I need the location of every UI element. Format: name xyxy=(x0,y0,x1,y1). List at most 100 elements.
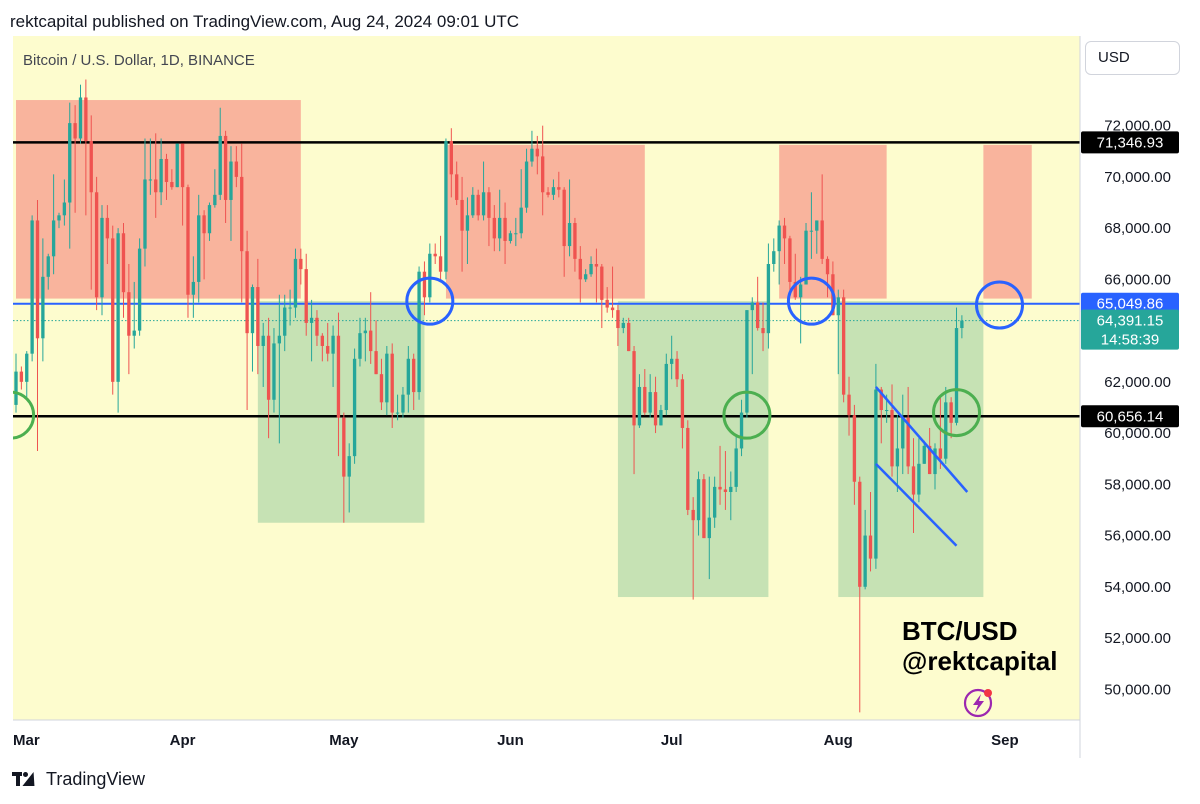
overlay-layer xyxy=(13,276,1025,547)
candle-2024-06-02 xyxy=(514,217,518,247)
candle-body xyxy=(755,302,760,329)
candle-body xyxy=(299,258,303,270)
candle-2024-07-18 xyxy=(761,302,765,352)
chart-area[interactable]: Bitcoin / U.S. Dollar, 1D, BINANCE BTC/U… xyxy=(13,36,1183,758)
annotation-circle-1 xyxy=(13,390,36,440)
price-axis[interactable]: 50,000.00 52,000.00 54,000.00 56,000.00 58,0… xyxy=(1104,118,1171,699)
candle-2024-08-09 xyxy=(879,386,883,444)
candle-body xyxy=(234,161,239,177)
candle-2024-08-23 xyxy=(954,307,959,426)
candle-2024-07-19 xyxy=(766,243,771,349)
candle-2024-03-01 xyxy=(14,353,18,413)
candle-body xyxy=(686,427,690,510)
candle-2024-04-22 xyxy=(293,248,298,318)
candle-body xyxy=(186,187,190,295)
candle-2024-04-28 xyxy=(326,322,330,362)
candle-body xyxy=(223,135,228,200)
candle-2024-07-17 xyxy=(755,276,760,331)
candle-2024-06-09 xyxy=(551,179,556,200)
candle-body xyxy=(675,358,679,380)
candle-2024-05-09 xyxy=(385,345,389,416)
published-line: rektcapital published on TradingView.com… xyxy=(10,12,520,31)
candle-body xyxy=(643,386,647,413)
candle-2024-07-07 xyxy=(702,474,706,539)
candle-body xyxy=(202,215,206,234)
candle-2024-05-22 xyxy=(455,161,459,206)
candle-body xyxy=(14,371,18,405)
candle-2024-03-18 xyxy=(105,205,110,264)
candle-body xyxy=(578,258,582,280)
candle-2024-06-06 xyxy=(535,135,539,175)
candle-body xyxy=(433,253,437,257)
candle-body xyxy=(455,174,459,200)
price-label-countdown: 14:58:39 xyxy=(1101,332,1159,349)
candle-body xyxy=(820,220,824,259)
candle-2024-05-15 xyxy=(417,266,421,400)
candle-2024-08-03 xyxy=(847,376,851,436)
candle-body xyxy=(293,258,298,308)
candle-2024-04-05 xyxy=(202,210,206,280)
candle-2024-06-19 xyxy=(605,287,609,313)
candle-body xyxy=(793,281,797,298)
candle-body xyxy=(304,269,308,323)
candle-body xyxy=(627,322,631,352)
candle-body xyxy=(949,402,953,423)
candle-2024-04-14 xyxy=(250,284,255,372)
candle-2024-07-06 xyxy=(696,471,701,536)
candle-2024-07-29 xyxy=(820,174,824,264)
candle-body xyxy=(917,463,921,495)
candle-body xyxy=(51,220,56,257)
candle-body xyxy=(594,264,599,267)
candle-body xyxy=(621,322,625,329)
trendline-1 xyxy=(874,386,969,493)
candle-body xyxy=(745,310,749,413)
currency-button[interactable]: USD xyxy=(1085,41,1180,75)
candle-body xyxy=(901,417,905,449)
x-tick-label: Mar xyxy=(13,732,40,749)
candle-2024-04-10 xyxy=(229,146,233,241)
candle-2024-03-08 xyxy=(51,174,56,275)
candle-body xyxy=(664,363,668,411)
candle-body xyxy=(266,335,271,400)
candle-body xyxy=(863,535,867,587)
candle-body xyxy=(127,292,131,336)
candle-2024-05-27 xyxy=(481,161,486,221)
candle-2024-06-25 xyxy=(637,374,642,428)
candle-2024-03-09 xyxy=(57,212,61,229)
candle-body xyxy=(841,297,846,395)
candle-body xyxy=(154,179,158,193)
candle-body xyxy=(19,371,24,382)
candle-2024-05-04 xyxy=(358,317,362,367)
candle-body xyxy=(229,161,233,200)
x-tick-label: Jul xyxy=(661,732,683,749)
price-label-value: 60,656.14 xyxy=(1097,408,1164,425)
chart-title: Bitcoin / U.S. Dollar, 1D, BINANCE xyxy=(23,52,255,69)
time-axis[interactable]: Mar Apr May Jun Jul Aug Sep xyxy=(13,732,1019,749)
candle-2024-03-03 xyxy=(25,351,29,398)
candle-2024-07-28 xyxy=(815,220,819,254)
candles-layer xyxy=(14,79,964,713)
candle-body xyxy=(696,479,701,521)
candle-2024-03-07 xyxy=(46,253,50,290)
candle-2024-08-16 xyxy=(917,438,921,503)
candle-body xyxy=(524,161,529,208)
candle-body xyxy=(449,141,453,175)
candle-2024-04-30 xyxy=(336,312,341,457)
candle-2024-07-30 xyxy=(825,256,830,298)
candle-2024-03-20 xyxy=(116,228,120,413)
y-tick-label: 56,000.00 xyxy=(1104,528,1171,545)
candle-2024-06-26 xyxy=(643,369,647,416)
price-label-box xyxy=(1081,405,1179,428)
candle-2024-07-16 xyxy=(750,297,754,375)
candle-body xyxy=(874,389,878,559)
lightning-icon xyxy=(963,688,993,718)
candle-2024-04-03 xyxy=(191,256,196,318)
candle-body xyxy=(723,489,728,492)
candle-body xyxy=(798,284,803,298)
candle-2024-04-11 xyxy=(234,146,239,188)
candle-body xyxy=(148,179,153,181)
candle-2024-04-08 xyxy=(218,107,222,200)
candlestick-chart[interactable]: Bitcoin / U.S. Dollar, 1D, BINANCE BTC/U… xyxy=(13,36,1183,758)
candle-body xyxy=(492,217,496,239)
